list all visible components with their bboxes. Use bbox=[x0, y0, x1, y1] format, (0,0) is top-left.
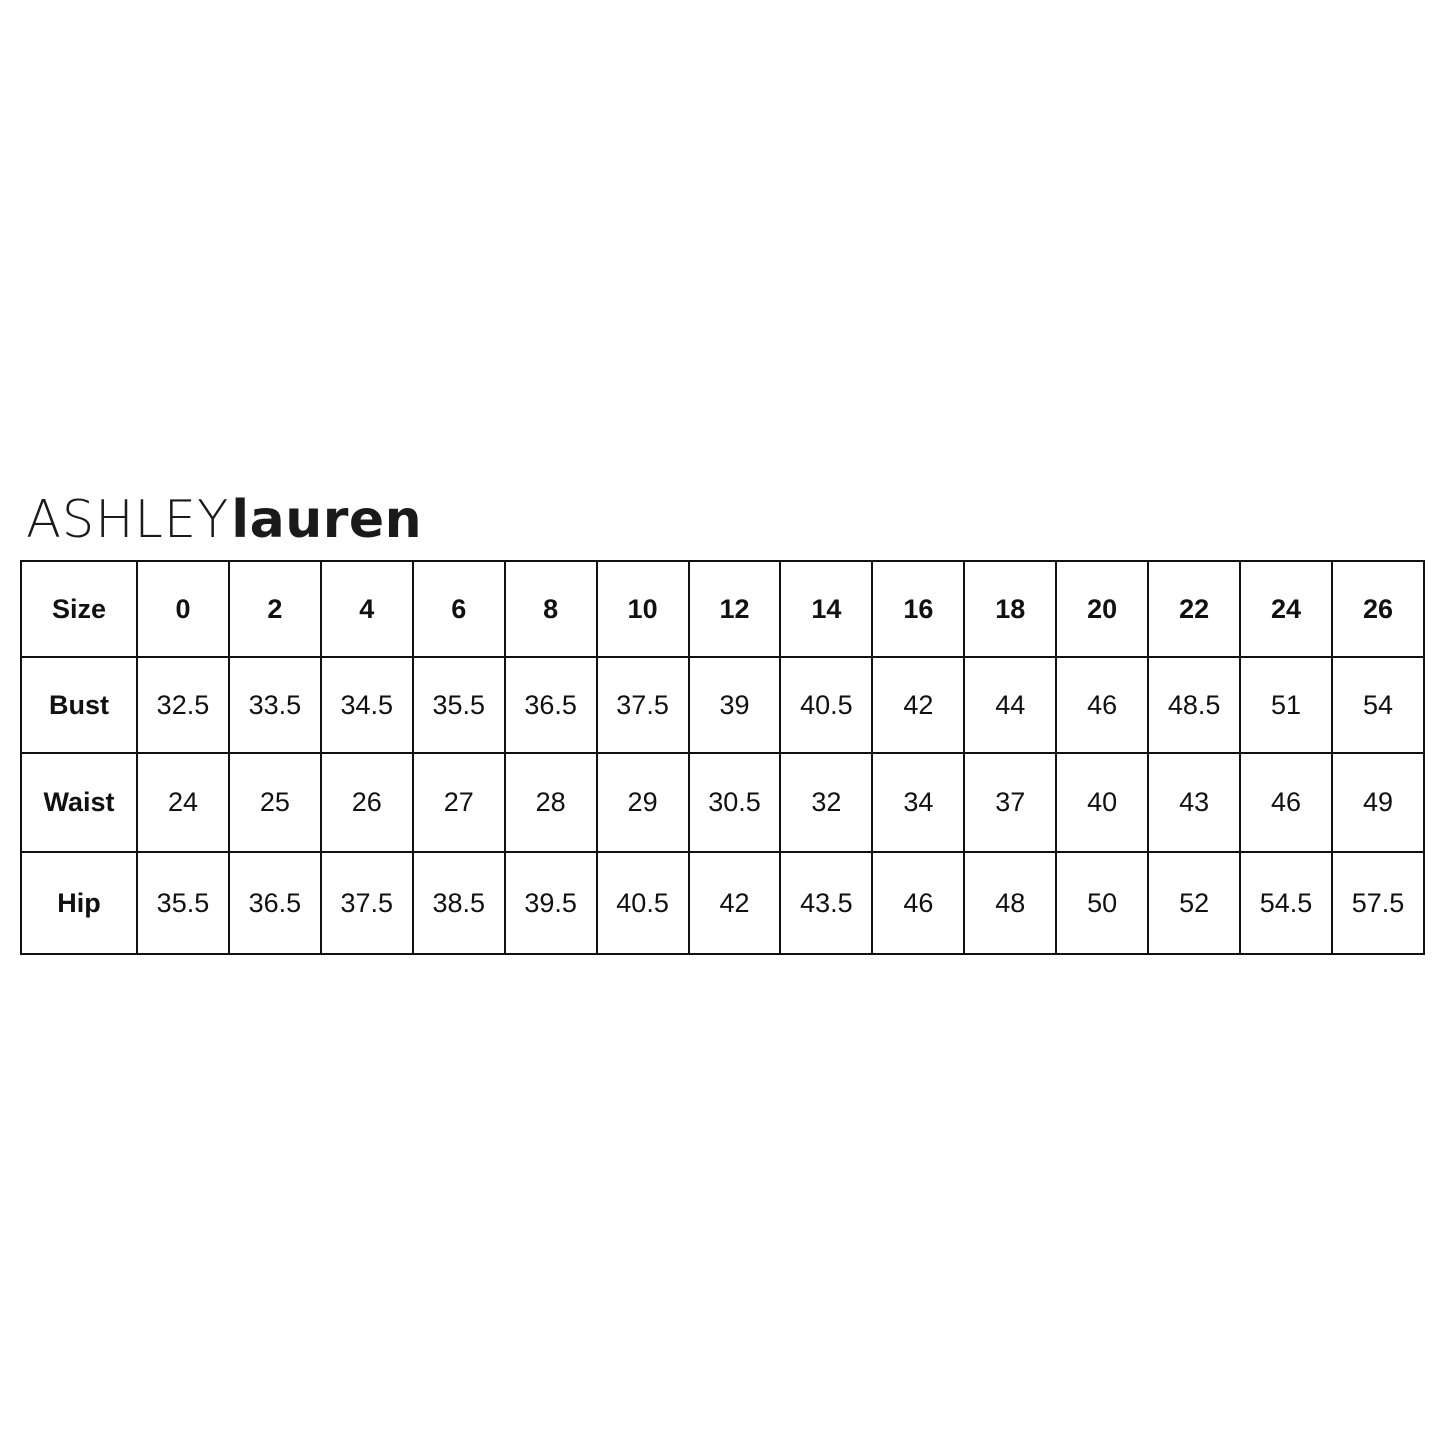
size-header-cell: 10 bbox=[595, 560, 690, 658]
size-header-cell: 8 bbox=[503, 560, 598, 658]
measurement-row-waist: Waist 24 25 26 27 28 29 30.5 32 34 37 40 43 46 49 bbox=[20, 752, 1426, 853]
measurement-cell: 27 bbox=[411, 752, 506, 853]
measurement-cell: 54.5 bbox=[1239, 851, 1333, 955]
measurement-cell: 24 bbox=[136, 752, 230, 853]
measurement-cell: 37.5 bbox=[319, 851, 414, 955]
measurement-cell: 29 bbox=[595, 752, 690, 853]
size-header-cell: 20 bbox=[1055, 560, 1150, 658]
measurement-cell: 25 bbox=[227, 752, 322, 853]
measurement-cell: 40.5 bbox=[779, 656, 874, 754]
measurement-cell: 46 bbox=[871, 851, 966, 955]
measurement-cell: 44 bbox=[963, 656, 1058, 754]
size-header-cell: 24 bbox=[1239, 560, 1333, 658]
measurement-cell: 37 bbox=[963, 752, 1058, 853]
measurement-cell: 50 bbox=[1055, 851, 1150, 955]
size-header-cell: 16 bbox=[871, 560, 966, 658]
measurement-cell: 52 bbox=[1147, 851, 1242, 955]
measurement-cell: 34.5 bbox=[319, 656, 414, 754]
measurement-cell: 32 bbox=[779, 752, 874, 853]
measurement-cell: 33.5 bbox=[227, 656, 322, 754]
measurement-cell: 35.5 bbox=[411, 656, 506, 754]
size-header-cell: 0 bbox=[136, 560, 230, 658]
measurement-cell: 54 bbox=[1330, 656, 1426, 754]
measurement-cell: 51 bbox=[1239, 656, 1333, 754]
header-row: Size 0 2 4 6 8 10 12 14 16 18 20 22 24 26 bbox=[20, 560, 1426, 658]
measurement-row-bust: Bust 32.5 33.5 34.5 35.5 36.5 37.5 39 40.5 42 44 46… bbox=[20, 656, 1426, 754]
measurement-cell: 35.5 bbox=[136, 851, 230, 955]
size-header-cell: 18 bbox=[963, 560, 1058, 658]
measurement-cell: 32.5 bbox=[136, 656, 230, 754]
size-header-cell: 12 bbox=[687, 560, 782, 658]
measurement-row-hip: Hip 35.5 36.5 37.5 38.5 39.5 40.5 42 43.5 46 48 50 5… bbox=[20, 851, 1426, 955]
measurement-cell: 42 bbox=[687, 851, 782, 955]
measurement-cell: 34 bbox=[871, 752, 966, 853]
measurement-cell: 40.5 bbox=[595, 851, 690, 955]
measurement-cell: 39.5 bbox=[503, 851, 598, 955]
measurement-cell: 28 bbox=[503, 752, 598, 853]
brand-logo-part2: lauren bbox=[231, 490, 423, 550]
measurement-cell: 36.5 bbox=[227, 851, 322, 955]
measurement-cell: 46 bbox=[1239, 752, 1333, 853]
row-header: Hip bbox=[20, 851, 138, 955]
measurement-cell: 48.5 bbox=[1147, 656, 1242, 754]
size-header-cell: 4 bbox=[319, 560, 414, 658]
measurement-cell: 43.5 bbox=[779, 851, 874, 955]
measurement-cell: 36.5 bbox=[503, 656, 598, 754]
measurement-cell: 49 bbox=[1330, 752, 1426, 853]
measurement-cell: 26 bbox=[319, 752, 414, 853]
measurement-cell: 57.5 bbox=[1330, 851, 1426, 955]
row-header-size: Size bbox=[20, 560, 138, 658]
measurement-cell: 43 bbox=[1147, 752, 1242, 853]
measurement-cell: 48 bbox=[963, 851, 1058, 955]
measurement-cell: 37.5 bbox=[595, 656, 690, 754]
row-header: Waist bbox=[20, 752, 138, 853]
size-header-cell: 14 bbox=[779, 560, 874, 658]
size-header-cell: 2 bbox=[227, 560, 322, 658]
row-header: Bust bbox=[20, 656, 138, 754]
size-chart-table: Size 0 2 4 6 8 10 12 14 16 18 20 22 24 26 Bust 32.5 33.5 3… bbox=[20, 560, 1426, 955]
measurement-cell: 39 bbox=[687, 656, 782, 754]
brand-logo-part1: ASHLEY bbox=[26, 490, 230, 550]
brand-logo: ASHLEYlauren bbox=[24, 492, 422, 548]
measurement-cell: 40 bbox=[1055, 752, 1150, 853]
measurement-cell: 42 bbox=[871, 656, 966, 754]
size-header-cell: 6 bbox=[411, 560, 506, 658]
size-header-cell: 22 bbox=[1147, 560, 1242, 658]
size-header-cell: 26 bbox=[1330, 560, 1426, 658]
measurement-cell: 46 bbox=[1055, 656, 1150, 754]
measurement-cell: 30.5 bbox=[687, 752, 782, 853]
measurement-cell: 38.5 bbox=[411, 851, 506, 955]
